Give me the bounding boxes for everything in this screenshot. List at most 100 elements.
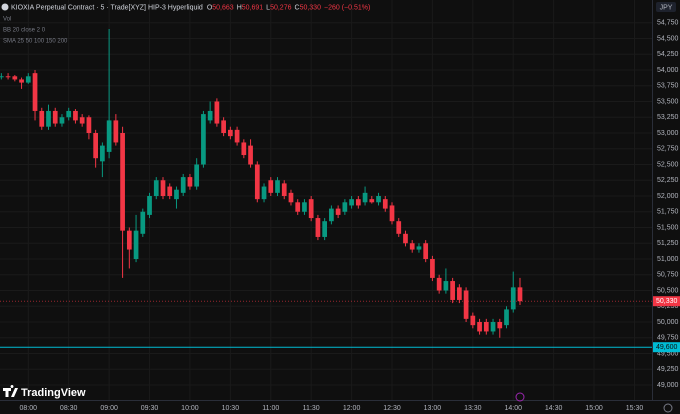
- candle-body: [221, 120, 226, 133]
- candle-body: [396, 221, 402, 234]
- candle-body: [59, 117, 65, 124]
- y-tick-label: 50,750: [657, 272, 679, 279]
- ohlc-value: 50,691: [242, 4, 264, 11]
- candle-body: [248, 145, 253, 165]
- candle-body: [19, 79, 24, 83]
- y-tick-label: 53,500: [657, 98, 679, 105]
- y-tick-label: 51,750: [657, 209, 679, 216]
- candle-body: [133, 230, 139, 260]
- ohlc-value: 50,276: [270, 4, 292, 11]
- symbol-title: KIOXIA Perpetual Contract · 5 · Trade[XY…: [11, 4, 203, 11]
- candle-body: [349, 199, 354, 206]
- candle-body: [194, 164, 200, 187]
- candle-body: [120, 132, 125, 231]
- currency[interactable]: JPY: [660, 4, 673, 11]
- y-tick-label: 53,250: [657, 114, 679, 121]
- y-tick-label: 50,500: [657, 287, 679, 294]
- candle-body: [180, 177, 186, 193]
- candle-body: [241, 142, 247, 156]
- y-tick-label: 52,500: [657, 161, 679, 168]
- candle-body: [423, 243, 429, 260]
- candle-body: [281, 183, 287, 196]
- ohlc-key: C: [295, 4, 300, 11]
- y-tick-label: 49,750: [657, 335, 679, 342]
- candle-body: [160, 180, 166, 196]
- candle-body: [389, 205, 395, 222]
- candle-body: [483, 322, 489, 332]
- candle-body: [322, 221, 328, 237]
- y-tick-label: 49,500: [657, 350, 679, 357]
- ohlc-key: L: [266, 4, 270, 11]
- candle-body: [167, 186, 173, 196]
- candle-body: [409, 243, 415, 250]
- y-tick-label: 52,000: [657, 193, 679, 200]
- candle-body: [497, 322, 503, 329]
- candle-body: [369, 199, 375, 203]
- candle-body: [382, 199, 388, 209]
- x-tick-label: 10:00: [181, 405, 199, 412]
- candle-body: [187, 177, 193, 187]
- candle-body: [457, 287, 462, 300]
- settings-icon[interactable]: [663, 403, 673, 413]
- x-tick-label: 13:30: [464, 405, 482, 412]
- candle-body: [0, 76, 4, 78]
- candle-body: [52, 110, 58, 124]
- x-tick-label: 11:00: [262, 405, 279, 412]
- candle-body: [234, 129, 240, 143]
- candle-body: [450, 281, 455, 300]
- x-tick-label: 12:30: [383, 405, 401, 412]
- x-tick-label: 11:30: [303, 405, 320, 412]
- candle-body: [275, 180, 280, 193]
- candle-body: [46, 110, 51, 127]
- x-tick-label: 15:00: [585, 405, 603, 412]
- y-tick-label: 52,250: [657, 177, 679, 184]
- candle-body: [335, 208, 341, 215]
- y-tick-label: 52,750: [657, 146, 679, 153]
- y-tick-label: 54,750: [657, 20, 679, 27]
- candle-body: [86, 117, 92, 133]
- candle-body: [295, 202, 301, 212]
- x-tick-label: 12:00: [343, 405, 361, 412]
- y-tick-label: 53,000: [657, 130, 679, 137]
- candle-body: [66, 110, 72, 118]
- candle-body: [254, 164, 260, 200]
- y-tick-label: 49,250: [657, 366, 679, 373]
- logo-icon: [3, 385, 18, 397]
- candle-body: [302, 202, 307, 212]
- candle-body: [147, 195, 152, 215]
- x-tick-label: 09:00: [100, 405, 118, 412]
- y-tick-label: 51,500: [657, 224, 679, 231]
- symbol-icon: [1, 3, 9, 11]
- candle-body: [113, 120, 119, 143]
- candle-body: [329, 208, 334, 222]
- legend-header: KIOXIA Perpetual Contract · 5 · Trade[XY…: [11, 4, 370, 11]
- x-tick-label: 08:00: [20, 405, 38, 412]
- indicator-label: Vol: [3, 17, 11, 23]
- ohlc-key: H: [237, 4, 242, 11]
- candle-body: [510, 287, 516, 310]
- candle-body: [5, 76, 11, 78]
- candle-body: [174, 189, 179, 200]
- candle-body: [490, 322, 496, 332]
- currency-box[interactable]: [656, 2, 676, 12]
- candle-body: [470, 315, 476, 326]
- y-tick-label: 50,000: [657, 319, 679, 326]
- brand: TradingView: [21, 387, 86, 399]
- candle-body: [416, 246, 422, 250]
- candle-body: [315, 218, 321, 237]
- event-marker[interactable]: [515, 392, 525, 402]
- candle-body: [140, 211, 146, 234]
- candle-body: [308, 199, 314, 219]
- candle-body: [79, 117, 85, 124]
- candle-body: [73, 110, 78, 121]
- candle-body: [403, 233, 408, 244]
- hline-label-box: [653, 342, 680, 353]
- candle-body: [261, 186, 267, 200]
- x-tick-label: 14:30: [545, 405, 563, 412]
- candle-body: [430, 259, 435, 278]
- candle-body: [355, 199, 361, 206]
- ohlc-value: 50,663: [212, 4, 234, 11]
